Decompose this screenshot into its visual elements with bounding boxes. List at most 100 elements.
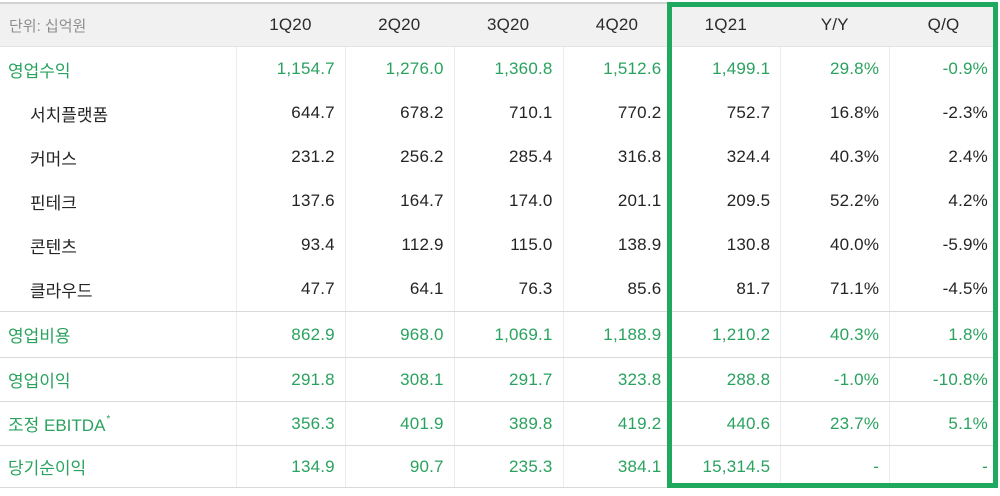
row-label-text: 커머스 xyxy=(30,149,77,169)
column-header-yy: Y/Y xyxy=(820,15,849,34)
value-cell: 209.5 xyxy=(671,179,780,223)
row-label-text: 클라우드 xyxy=(30,281,93,301)
value-cell: -5.9% xyxy=(889,223,998,267)
row-label: 서치플랫폼 xyxy=(0,91,236,135)
table-header: 단위: 십억원 1Q20 2Q20 3Q20 4Q20 1Q21 Y/Y Q/Q xyxy=(0,2,998,47)
value-cell: 137.6 xyxy=(236,179,345,223)
value-cell: 710.1 xyxy=(453,91,563,135)
value-cell: 4.2% xyxy=(889,179,998,223)
value-cell: 291.8 xyxy=(236,358,345,401)
column-header-qq: Q/Q xyxy=(927,15,960,34)
value-cell: 134.9 xyxy=(236,446,345,487)
row-label-text: 조정 EBITDA xyxy=(8,416,106,435)
value-cell: 40.0% xyxy=(780,223,889,267)
table-row: 조정 EBITDA * 356.3 401.9 389.8 419.2 440.6 23.7%… xyxy=(0,401,998,445)
row-label: 핀테크 xyxy=(0,179,236,223)
value-cell: 231.2 xyxy=(236,135,345,179)
value-cell: -1.0% xyxy=(780,358,889,401)
value-cell: 29.8% xyxy=(780,47,889,91)
table-row: 핀테크 137.6 164.7 174.0 201.1 209.5 52.2% 4.2% xyxy=(0,179,998,223)
value-cell: 52.2% xyxy=(780,179,889,223)
value-cell: 81.7 xyxy=(671,267,780,311)
value-cell: 1.8% xyxy=(889,312,998,357)
value-cell: 164.7 xyxy=(344,179,454,223)
value-cell: 256.2 xyxy=(344,135,454,179)
row-label-text: 영업비용 xyxy=(8,327,71,346)
value-cell: 16.8% xyxy=(780,91,889,135)
row-label: 영업비용 xyxy=(0,312,236,357)
value-cell: 40.3% xyxy=(780,312,889,357)
value-cell: 308.1 xyxy=(344,358,454,401)
row-label: 조정 EBITDA * xyxy=(0,402,236,445)
value-cell: 1,512.6 xyxy=(562,47,672,91)
value-cell: 316.8 xyxy=(562,135,672,179)
table-row: 영업이익 291.8 308.1 291.7 323.8 288.8 -1.0% -10.8% xyxy=(0,357,998,401)
row-label: 클라우드 xyxy=(0,267,236,311)
row-label: 당기순이익 xyxy=(0,446,236,487)
value-cell: 23.7% xyxy=(780,402,889,445)
value-cell: 389.8 xyxy=(453,402,563,445)
row-label: 영업이익 xyxy=(0,358,236,401)
value-cell: -0.9% xyxy=(889,47,998,91)
row-label-text: 콘텐츠 xyxy=(30,237,77,257)
value-cell: 968.0 xyxy=(344,312,454,357)
value-cell: 138.9 xyxy=(562,223,672,267)
value-cell: -4.5% xyxy=(889,267,998,311)
table-row: 커머스 231.2 256.2 285.4 316.8 324.4 40.3% 2.4% xyxy=(0,135,998,179)
row-label-text: 영업수익 xyxy=(8,61,71,81)
value-cell: 288.8 xyxy=(671,358,780,401)
value-cell: - xyxy=(889,446,998,487)
value-cell: 1,210.2 xyxy=(671,312,780,357)
column-header-4q20: 4Q20 xyxy=(595,15,639,34)
value-cell: 112.9 xyxy=(344,223,454,267)
value-cell: 15,314.5 xyxy=(671,446,780,487)
value-cell: 1,188.9 xyxy=(562,312,672,357)
value-cell: 174.0 xyxy=(453,179,563,223)
row-label: 콘텐츠 xyxy=(0,223,236,267)
value-cell: 1,276.0 xyxy=(344,47,454,91)
value-cell: 64.1 xyxy=(344,267,454,311)
column-header-2q20: 2Q20 xyxy=(378,15,421,34)
value-cell: 401.9 xyxy=(344,402,454,445)
value-cell: 130.8 xyxy=(671,223,780,267)
row-label-text: 핀테크 xyxy=(30,193,77,213)
table-row: 당기순이익 134.9 90.7 235.3 384.1 15,314.5- - xyxy=(0,445,998,488)
value-cell: - xyxy=(780,446,889,487)
value-cell: 40.3% xyxy=(780,135,889,179)
row-label-text: 영업이익 xyxy=(8,372,71,391)
value-cell: 678.2 xyxy=(344,91,454,135)
value-cell: 356.3 xyxy=(236,402,345,445)
table-row: 영업비용 862.9 968.0 1,069.1 1,188.9 1,210.2 40.3%… xyxy=(0,311,998,357)
value-cell: 324.4 xyxy=(671,135,780,179)
column-header-1q20: 1Q20 xyxy=(269,15,312,34)
table-row: 클라우드 47.7 64.1 76.3 85.6 81.7 71.1% -4.5% xyxy=(0,267,998,311)
value-cell: 644.7 xyxy=(236,91,345,135)
value-cell: 440.6 xyxy=(671,402,780,445)
table-row: 서치플랫폼 644.7 678.2 710.1 770.2 752.7 16.8% -2.3% xyxy=(0,91,998,135)
table-row: 콘텐츠 93.4 112.9 115.0 138.9 130.8 40.0% -5.9% xyxy=(0,223,998,267)
unit-label: 단위: 십억원 xyxy=(9,17,87,35)
column-header-1q21: 1Q21 xyxy=(704,15,748,34)
value-cell: 76.3 xyxy=(453,267,563,311)
value-cell: -2.3% xyxy=(889,91,998,135)
value-cell: 419.2 xyxy=(562,402,672,445)
value-cell: 2.4% xyxy=(889,135,998,179)
value-cell: -10.8% xyxy=(889,358,998,401)
value-cell: 1,154.7 xyxy=(236,47,345,91)
value-cell: 752.7 xyxy=(671,91,780,135)
row-label: 영업수익 xyxy=(0,47,236,91)
column-header-3q20: 3Q20 xyxy=(486,15,530,34)
value-cell: 862.9 xyxy=(236,312,345,357)
value-cell: 323.8 xyxy=(562,358,672,401)
value-cell: 71.1% xyxy=(780,267,889,311)
value-cell: 1,360.8 xyxy=(453,47,563,91)
value-cell: 291.7 xyxy=(453,358,563,401)
value-cell: 47.7 xyxy=(236,267,345,311)
value-cell: 235.3 xyxy=(453,446,563,487)
value-cell: 285.4 xyxy=(453,135,563,179)
value-cell: 201.1 xyxy=(562,179,672,223)
value-cell: 85.6 xyxy=(562,267,672,311)
value-cell: 5.1% xyxy=(889,402,998,445)
row-label-text: 서치플랫폼 xyxy=(30,105,109,125)
